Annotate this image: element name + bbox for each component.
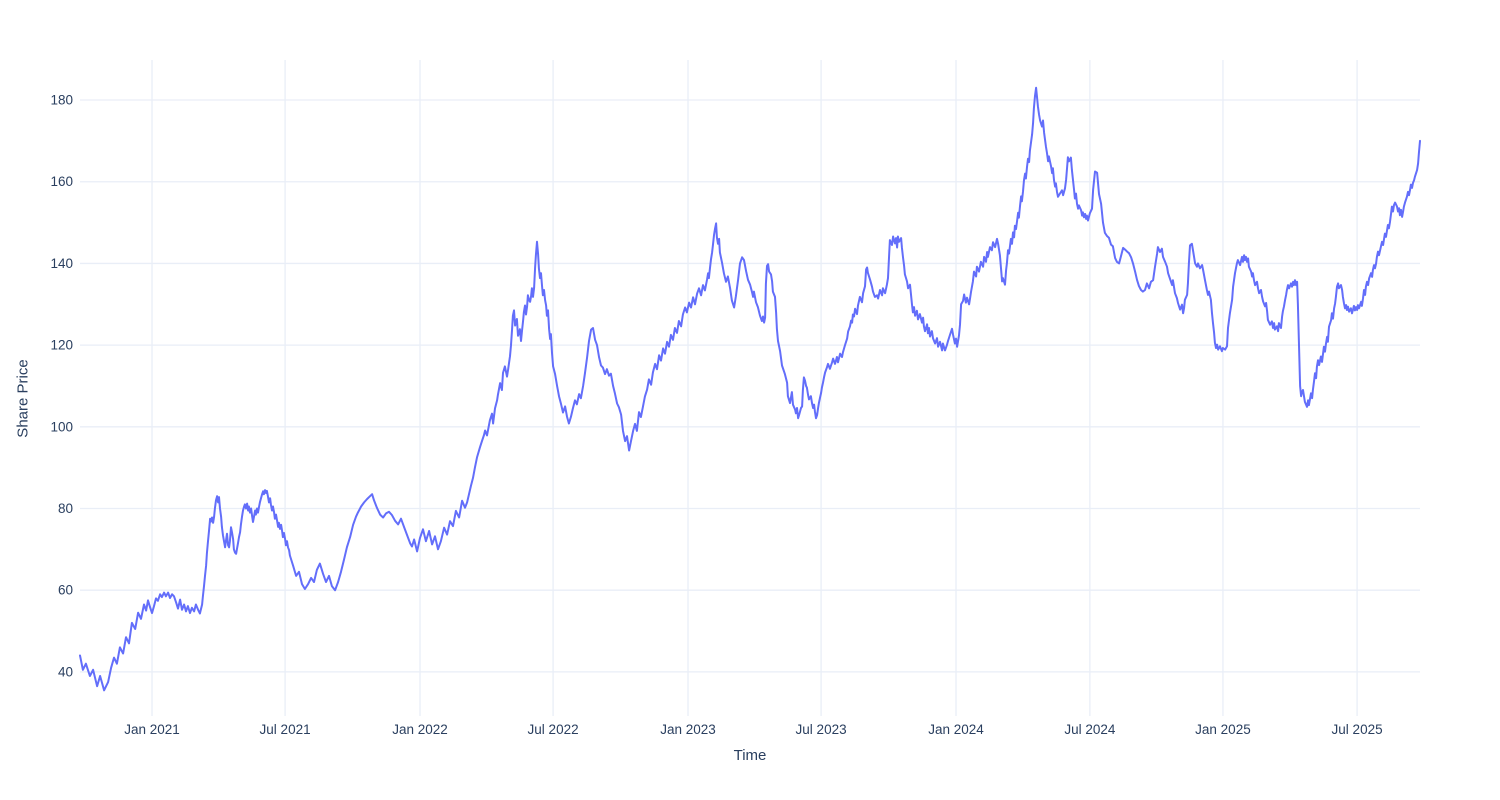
x-tick-label: Jan 2021 xyxy=(124,722,180,737)
y-tick-label: 180 xyxy=(50,93,73,108)
x-tick-label: Jan 2023 xyxy=(660,722,716,737)
y-tick-label: 40 xyxy=(58,664,73,679)
x-tick-label: Jan 2022 xyxy=(392,722,448,737)
x-tick-label: Jul 2025 xyxy=(1332,722,1383,737)
y-tick-label: 100 xyxy=(50,419,73,434)
x-tick-label: Jul 2024 xyxy=(1064,722,1116,737)
y-tick-label: 80 xyxy=(58,501,73,516)
y-tick-label: 120 xyxy=(50,338,73,353)
x-axis-title: Time xyxy=(733,747,767,764)
y-tick-label: 60 xyxy=(58,583,73,598)
y-tick-label: 160 xyxy=(50,174,73,189)
x-tick-label: Jan 2025 xyxy=(1195,722,1251,737)
y-axis-title: Share Price xyxy=(14,359,32,438)
share-price-line[interactable] xyxy=(79,86,1421,692)
y-tick-label: 140 xyxy=(50,256,73,271)
x-tick-label: Jul 2022 xyxy=(528,722,579,737)
x-tick-label: Jan 2024 xyxy=(928,722,984,737)
x-tick-label: Jul 2021 xyxy=(260,722,311,737)
x-tick-label: Jul 2023 xyxy=(796,722,847,737)
